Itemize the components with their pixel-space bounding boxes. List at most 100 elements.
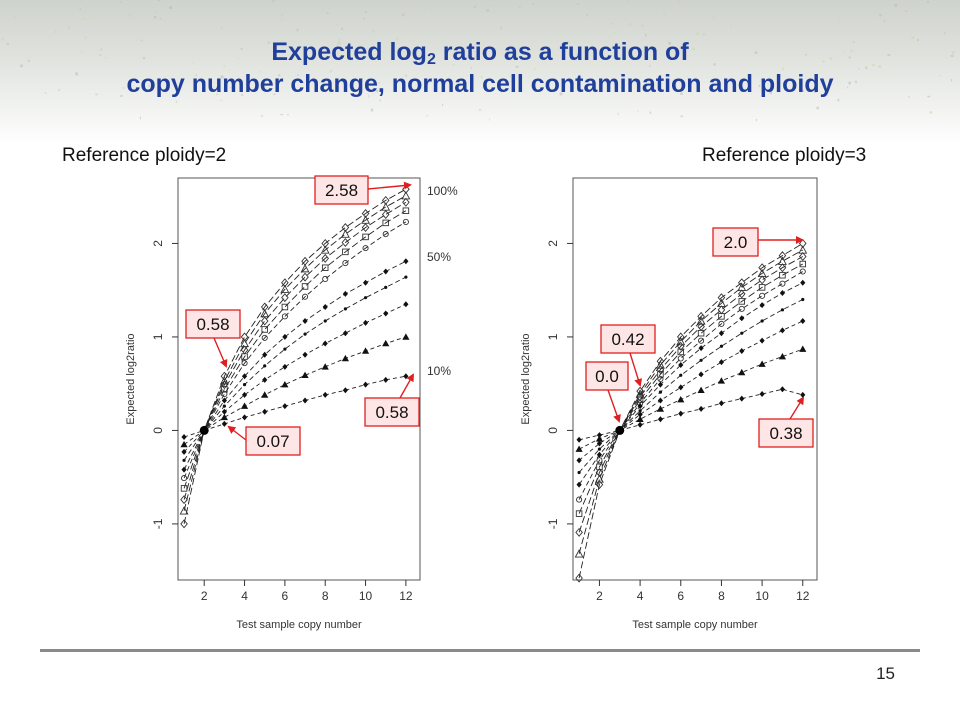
bg-dot [14,15,16,18]
marker-diamond [697,311,705,321]
bg-dot [396,37,399,40]
marker-diamond [341,238,350,248]
series-path [578,282,804,485]
callout-value: 2.0 [724,233,748,252]
marker-diamond-filled [403,258,409,265]
marker-diamond [341,223,350,233]
x-tick-label: 4 [241,589,248,603]
marker-diamond-filled [759,337,765,344]
series-line [180,333,410,448]
marker-diamond [758,263,766,273]
marker-diamond-filled [657,381,664,388]
marker-triangle-filled [301,371,309,379]
marker-diamond-filled [241,414,248,421]
marker-diamond-filled [302,318,308,325]
bg-dot [958,1,960,4]
bg-dot [951,51,955,54]
bg-dot [100,1,102,5]
bg-dot [372,30,375,33]
marker-diamond-filled [596,432,603,439]
callout-value: 0.0 [595,367,619,386]
bg-dot [281,14,283,17]
bg-dot [908,96,910,98]
marker-triangle-filled [758,360,766,367]
bg-dot [169,6,173,9]
marker-triangle-filled [261,391,269,398]
bg-dot [195,74,197,76]
bg-dot [632,8,634,12]
callout-arrow [607,389,621,423]
series-path [578,271,804,500]
marker-triangle-filled [697,386,705,394]
bg-dot [532,2,534,5]
bg-dot [559,92,563,96]
bg-dot [769,91,773,94]
y-tick-label: 1 [151,333,165,340]
callout: 0.07 [227,425,301,456]
bg-dot [776,88,780,92]
marker-diamond [778,263,787,273]
marker-diamond-filled [221,420,227,427]
marker-square [738,298,746,305]
bg-dot [927,95,931,98]
y-tick-label: 0 [546,427,560,434]
marker-diamond [180,495,188,505]
series-path [183,375,406,438]
marker-square [382,219,389,227]
bg-dot [75,72,78,76]
marker-dot [740,331,744,335]
bg-dot [872,64,875,66]
x-tick-label: 4 [637,589,644,603]
bg-dot [728,78,730,80]
marker-diamond-filled [403,373,409,380]
marker-triangle-filled [799,345,807,352]
series-line [182,275,408,462]
marker-diamond [260,302,269,312]
marker-diamond-filled [282,363,288,370]
bg-dot [99,54,102,56]
bg-dot [692,47,695,51]
bg-dot [858,68,860,70]
bg-dot [486,9,489,12]
x-tick-label: 2 [596,589,603,603]
series-line [181,301,409,455]
bg-dot [586,14,589,17]
marker-square [321,264,329,271]
bg-dot [662,14,666,16]
callout-box [245,426,301,456]
bg-dot [755,119,758,121]
callout: 0.42 [600,324,656,387]
bg-dot [470,67,472,69]
marker-triangle [696,316,706,325]
reference-point [199,425,209,435]
series-line [577,297,805,475]
bg-dot [474,6,476,9]
callout-box [185,309,241,339]
bg-dot [950,54,954,57]
marker-dot [404,275,408,279]
marker-circle [698,337,705,344]
marker-circle [677,355,684,362]
callout: 0.0 [585,361,629,423]
marker-triangle [655,360,665,369]
marker-diamond [656,356,665,366]
bg-dot [272,0,275,3]
x-tick-label: 12 [399,589,413,603]
x-axis-label: Test sample copy number [236,619,362,631]
bg-dot [148,84,151,88]
bg-dot [489,118,490,121]
y-axis-label: Expected log2ratio [125,333,137,424]
callout-arrow [367,181,412,190]
y-tick-label: 1 [546,333,560,340]
bg-dot [576,3,579,5]
bg-dot [238,58,240,60]
marker-triangle-filled [636,415,644,422]
bg-dot [929,111,933,114]
bg-dot [246,74,248,76]
marker-circle [402,218,409,225]
marker-diamond-filled [759,390,765,397]
series-path [578,263,804,514]
marker-diamond-filled [718,400,725,407]
bg-dot [241,93,243,96]
marker-diamond [240,332,249,342]
